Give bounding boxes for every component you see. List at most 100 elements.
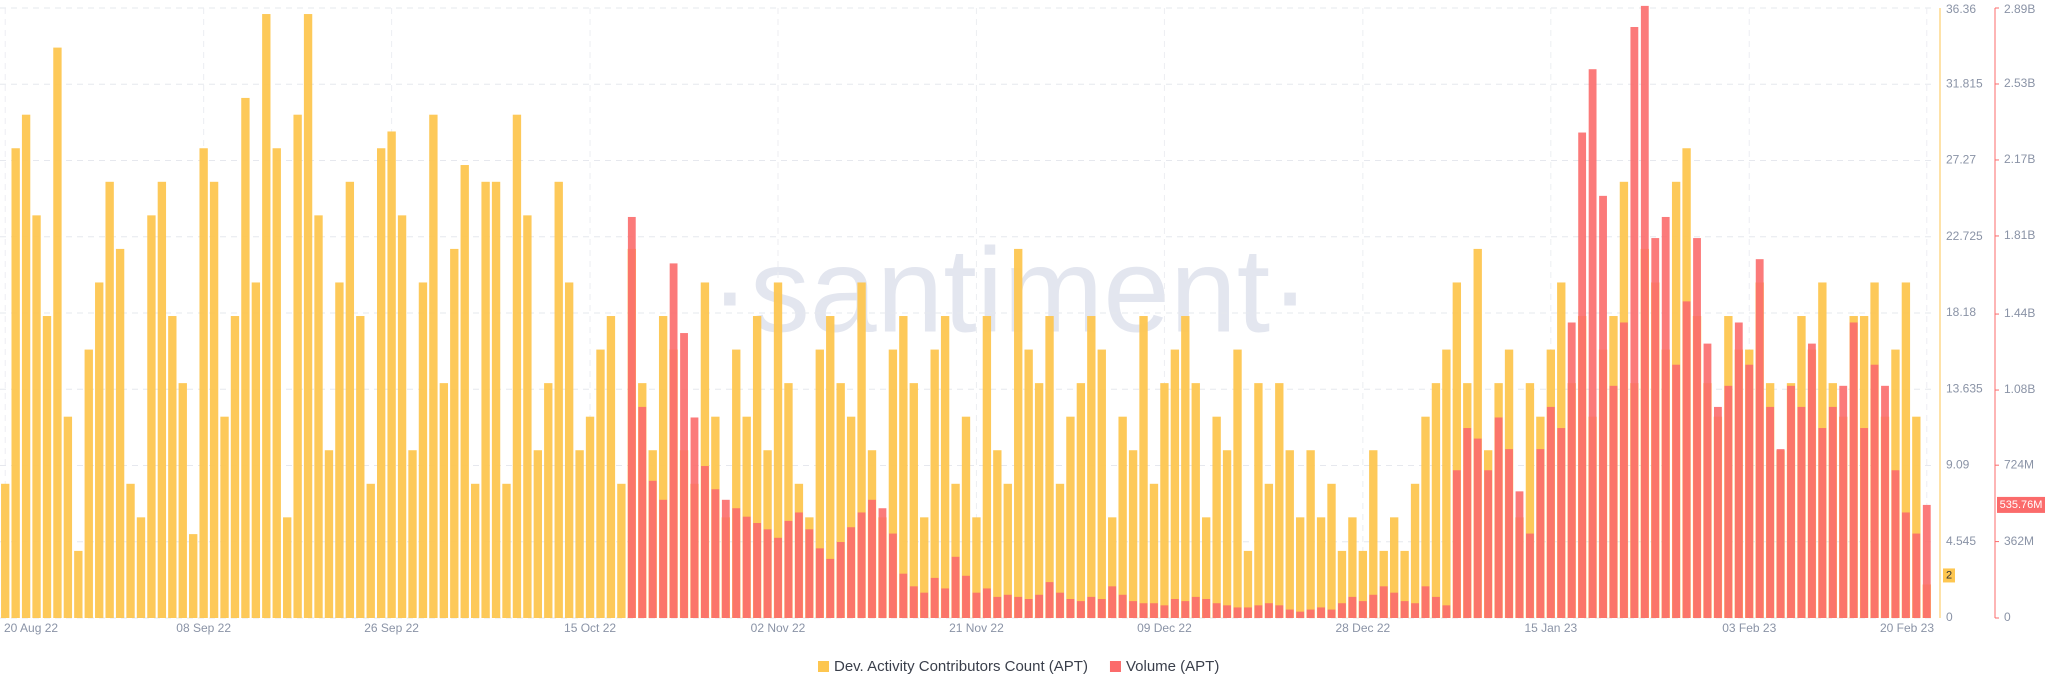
bar [1369,450,1378,618]
bar [115,248,125,618]
bar [209,181,219,618]
bar [1233,349,1242,618]
bar [1003,594,1012,618]
bar [1525,383,1535,618]
bar [1379,586,1388,618]
bar [1337,550,1347,618]
bar [199,148,208,618]
bar [784,520,793,618]
legend-swatch [1109,661,1121,672]
bar [732,349,741,618]
bar [1285,450,1294,618]
bar [1546,406,1555,618]
bar [846,416,856,618]
bar [1588,69,1597,619]
bar [1170,349,1180,618]
bar [847,527,856,618]
bar [742,516,751,618]
bar [1693,238,1701,618]
bar [1379,550,1388,618]
bar [1891,470,1900,618]
bar [1097,349,1106,618]
bar [136,517,146,618]
bar [1222,450,1232,618]
bar [930,349,939,618]
bar [1358,550,1368,618]
bar [1191,596,1200,618]
bar [1912,416,1921,618]
bar [1306,609,1315,618]
y-tick-label: 31.815 [1946,76,1983,90]
bar [868,499,876,618]
bar [491,181,501,618]
bar [335,282,344,618]
bar [1567,322,1576,618]
bar [21,114,31,618]
bar [11,148,20,618]
bar [920,517,929,618]
bar [1431,383,1441,618]
bar [429,114,438,618]
y2-tick-label: 1.81B [2004,228,2035,242]
bar [470,483,480,618]
bar [1484,470,1493,618]
bar [1640,5,1649,618]
bar [272,148,281,618]
bar [993,450,1002,618]
bar [157,181,167,618]
bar [899,316,908,618]
bar [230,316,240,618]
bar [1066,599,1075,618]
bar [961,416,971,618]
bar [1264,483,1274,618]
bar [888,349,898,618]
bar [659,499,668,618]
bar [899,573,908,618]
bar [95,282,104,618]
bar [1724,385,1733,618]
bar [1160,383,1169,618]
bar [178,383,187,618]
bar [1651,238,1660,618]
bar [951,556,960,618]
bar [63,416,73,618]
bar [1191,383,1200,618]
bar [1713,406,1722,618]
bar [857,512,866,618]
bar [1400,601,1409,618]
bar [1045,316,1054,618]
bar [1264,603,1273,618]
y2-tick-label: 2.53B [2004,76,2035,90]
bar [1421,416,1430,618]
bar [1661,216,1670,618]
x-tick-label: 08 Sep 22 [176,621,231,635]
bar [241,97,250,619]
bar [909,586,918,618]
bar [826,316,835,618]
legend-swatch [818,661,829,672]
bar [1526,533,1534,618]
bar [1411,603,1419,618]
bar [1317,607,1325,618]
bar [773,282,783,618]
bar [1442,349,1451,618]
y2-tick-label: 724M [2004,457,2034,471]
bar [878,508,887,618]
bar [1149,483,1159,618]
bar [1452,470,1461,618]
x-tick-label: 21 Nov 22 [949,621,1004,635]
bar [658,316,668,618]
bar [1839,385,1848,618]
bar [1244,607,1252,618]
bar [1066,416,1075,618]
bar [753,523,762,618]
bar [126,483,135,618]
bar [1734,322,1743,618]
bar [669,263,678,618]
bar [1003,483,1012,618]
bar [1797,406,1806,618]
bar [283,517,292,618]
bar [1087,596,1096,618]
bar [544,383,553,618]
bar [1202,517,1211,618]
